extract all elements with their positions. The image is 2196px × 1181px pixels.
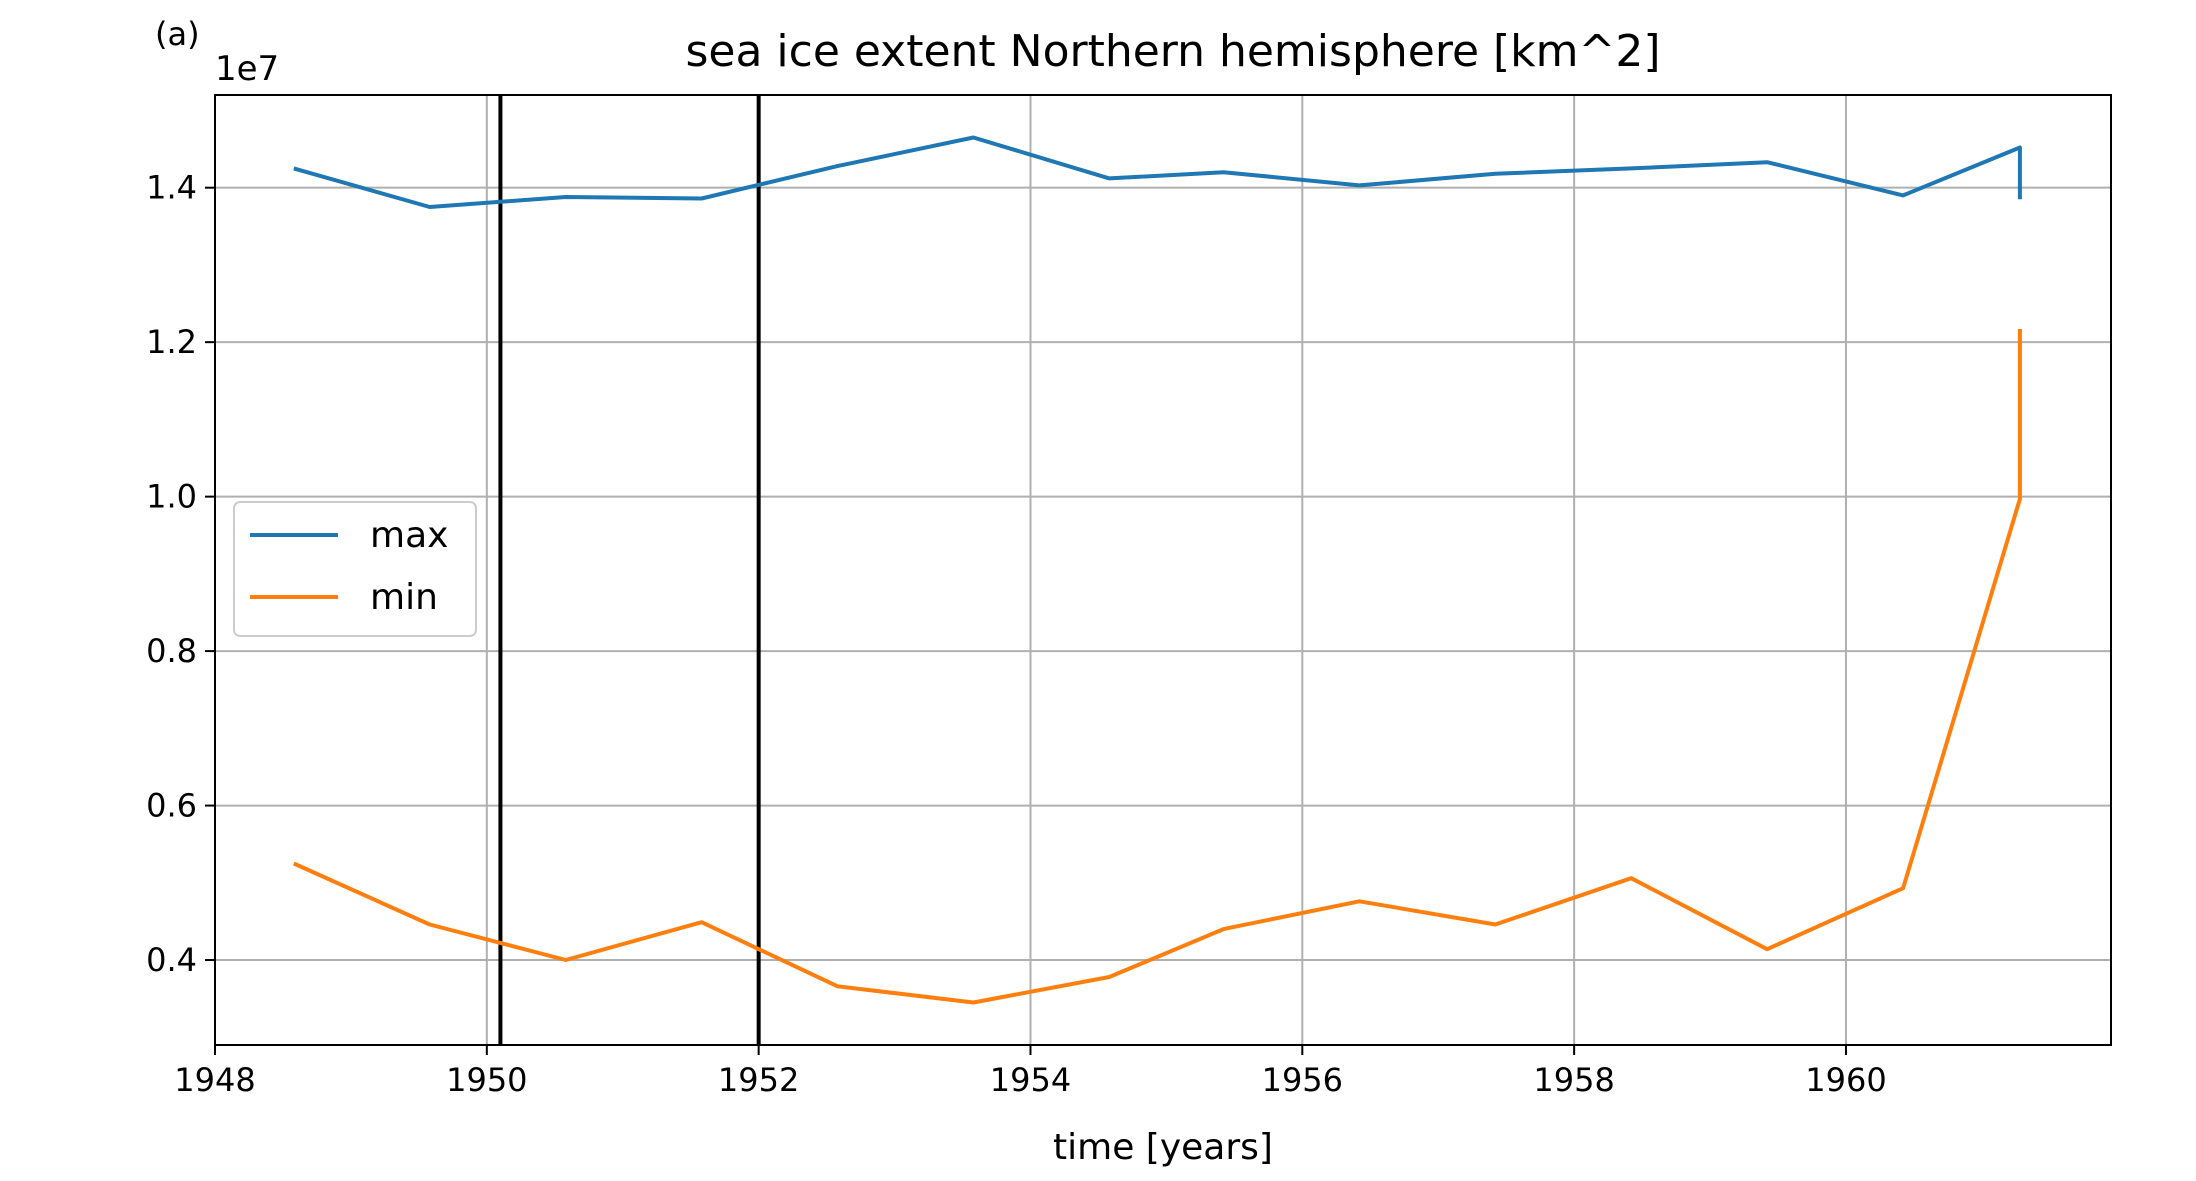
x-tick-label: 1956 xyxy=(1262,1061,1343,1099)
x-tick-label: 1950 xyxy=(446,1061,527,1099)
grid-lines xyxy=(214,95,2111,1045)
x-tick-label: 1958 xyxy=(1533,1061,1614,1099)
plot-frame xyxy=(214,94,2112,1046)
x-axis-ticks: 1948 1950 1952 1954 1956 1958 1960 xyxy=(174,1045,1887,1099)
legend: max min xyxy=(233,501,477,637)
y-tick-label: 0.6 xyxy=(146,787,197,825)
y-tick-label: 1.2 xyxy=(146,323,197,361)
y-axis-ticks: 0.4 0.6 0.8 1.0 1.2 1.4 xyxy=(146,169,215,979)
chart-title: sea ice extent Northern hemisphere [km^2… xyxy=(685,26,1660,77)
y-tick-label: 0.8 xyxy=(146,632,197,670)
legend-label-max: max xyxy=(370,515,448,556)
x-tick-label: 1954 xyxy=(990,1061,1071,1099)
panel-label: (a) xyxy=(155,15,200,53)
x-tick-label: 1948 xyxy=(174,1061,255,1099)
series-lines xyxy=(292,135,2022,1005)
legend-label-min: min xyxy=(370,577,438,618)
y-tick-label: 1.4 xyxy=(146,169,197,207)
x-tick-label: 1960 xyxy=(1805,1061,1886,1099)
x-axis-label: time [years] xyxy=(1053,1127,1273,1168)
x-tick-label: 1952 xyxy=(718,1061,799,1099)
y-multiplier-label: 1e7 xyxy=(215,49,279,89)
vertical-markers xyxy=(498,95,761,1045)
series-line-min xyxy=(292,329,2022,1005)
y-tick-label: 0.4 xyxy=(146,941,197,979)
series-line-max xyxy=(293,135,2022,209)
y-tick-label: 1.0 xyxy=(146,478,197,516)
